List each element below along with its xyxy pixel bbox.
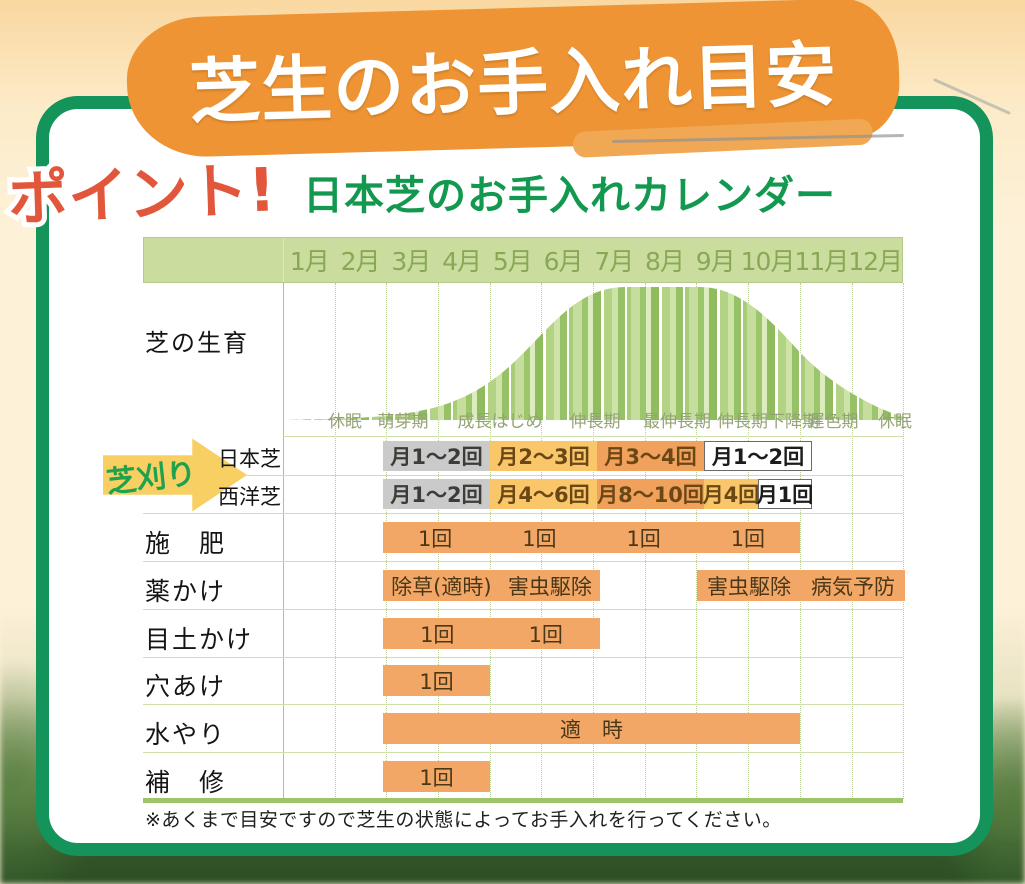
growth-stage-label: 休眠 [878,412,912,432]
row-divider [143,704,903,705]
growth-curve-chart [283,287,903,420]
activity-label: 補 修 [145,768,227,797]
bar-text: 害虫駆除 [507,574,592,599]
growth-stage-label: 休眠 [328,412,362,432]
activity-bar: 1回 [383,665,490,696]
month-gridline [335,283,336,799]
month-label: 3月 [391,247,431,276]
page-title: 芝生のお手入れ目安 [188,32,839,135]
month-header-row: 1月 2月 3月 4月 5月 6月 7月 8月 9月 10月 11月 12月 [143,237,903,283]
bar-text: 害虫駆除 [707,574,791,599]
row-divider [143,561,903,562]
table-bottom-rule [143,798,903,803]
growth-row-label: 芝の生育 [145,329,249,357]
bar-text: 1回 [417,526,453,551]
bar-text: 1回 [626,526,661,551]
mowing-label: 芝刈り [104,456,198,501]
mowing-row-name: 日本芝 [218,447,281,471]
activity-bar: 1回 1回 [383,618,600,649]
bar-text: 1回 [420,622,455,647]
bar-text: 1回 [419,765,454,790]
month-label: 1月 [289,247,330,276]
activity-label: 施 肥 [145,529,227,558]
mowing-cell: 月3〜4回 [597,441,704,471]
row-divider [283,436,903,437]
row-divider [218,475,903,476]
point-label: ポイント! [2,150,282,239]
row-divider [143,657,903,658]
month-label: 5月 [492,247,533,276]
row-divider [143,513,903,514]
month-label: 12月 [848,247,903,276]
mowing-cell: 月1〜2回 [383,441,490,471]
month-label: 7月 [594,247,634,276]
title-banner: 芝生のお手入れ目安 [125,0,901,159]
activity-label: 薬かけ [145,577,227,606]
bar-text: 1回 [730,526,766,551]
growth-stage-label: 遅色期 [807,412,859,432]
growth-stage-label: 伸長期 [569,412,621,432]
mowing-row-name: 西洋芝 [218,485,281,509]
growth-stage-label: 成長はじめ [457,412,543,432]
month-gridline [283,283,284,799]
mowing-cell: 月1〜2回 [704,441,812,471]
month-label: 2月 [340,247,381,276]
footnote: ※あくまで目安ですので芝生の状態によってお手入れを行ってください。 [145,809,782,831]
mowing-cell: 月1〜2回 [383,479,490,509]
activity-label: 目土かけ [145,625,254,654]
bar-text: 1回 [528,622,563,647]
activity-bar: 1回 1回 1回 1回 [383,522,800,553]
activity-bar: 害虫駆除 病気予防 [697,570,905,601]
month-gridline [800,283,801,799]
row-divider [143,752,903,753]
bar-text: 1回 [419,669,454,694]
green-rounded-frame [36,96,993,856]
month-label: 10月 [740,247,796,276]
calendar-title: 日本芝のお手入れカレンダー [303,173,836,219]
month-gridline [903,283,904,799]
month-label: 6月 [543,247,584,276]
mowing-cell: 月4〜6回 [490,479,597,509]
mowing-cell: 月1回 [757,479,813,509]
month-label: 4月 [442,247,482,276]
growth-stage-label: 萌芽期 [377,412,429,432]
activity-bar: 1回 [383,761,490,792]
bar-text: 1回 [522,526,557,551]
bar-text: 適 時 [560,717,623,742]
month-header-spacer [144,238,284,282]
mowing-cell: 月2〜3回 [490,441,597,471]
activity-label: 水やり [145,720,227,749]
bar-text: 除草(適時) [391,574,492,599]
month-label: 9月 [695,247,736,276]
care-calendar-table: 1月 2月 3月 4月 5月 6月 7月 8月 9月 10月 11月 12月 芝… [103,237,912,812]
growth-stage-label: 伸長期下降期 [717,412,819,432]
month-label: 8月 [645,247,685,276]
month-gridline [852,283,853,799]
mowing-cell: 月4回 [703,479,759,509]
mowing-cell: 月8〜10回 [597,479,704,509]
growth-stage-label: 最伸長期 [643,412,711,432]
activity-bar: 適 時 [383,713,800,744]
bar-text: 病気予防 [811,574,895,599]
month-label: 11月 [794,247,849,276]
activity-bar: 除草(適時) 害虫駆除 [383,570,600,601]
row-divider [143,609,903,610]
activity-label: 穴あけ [145,672,227,701]
